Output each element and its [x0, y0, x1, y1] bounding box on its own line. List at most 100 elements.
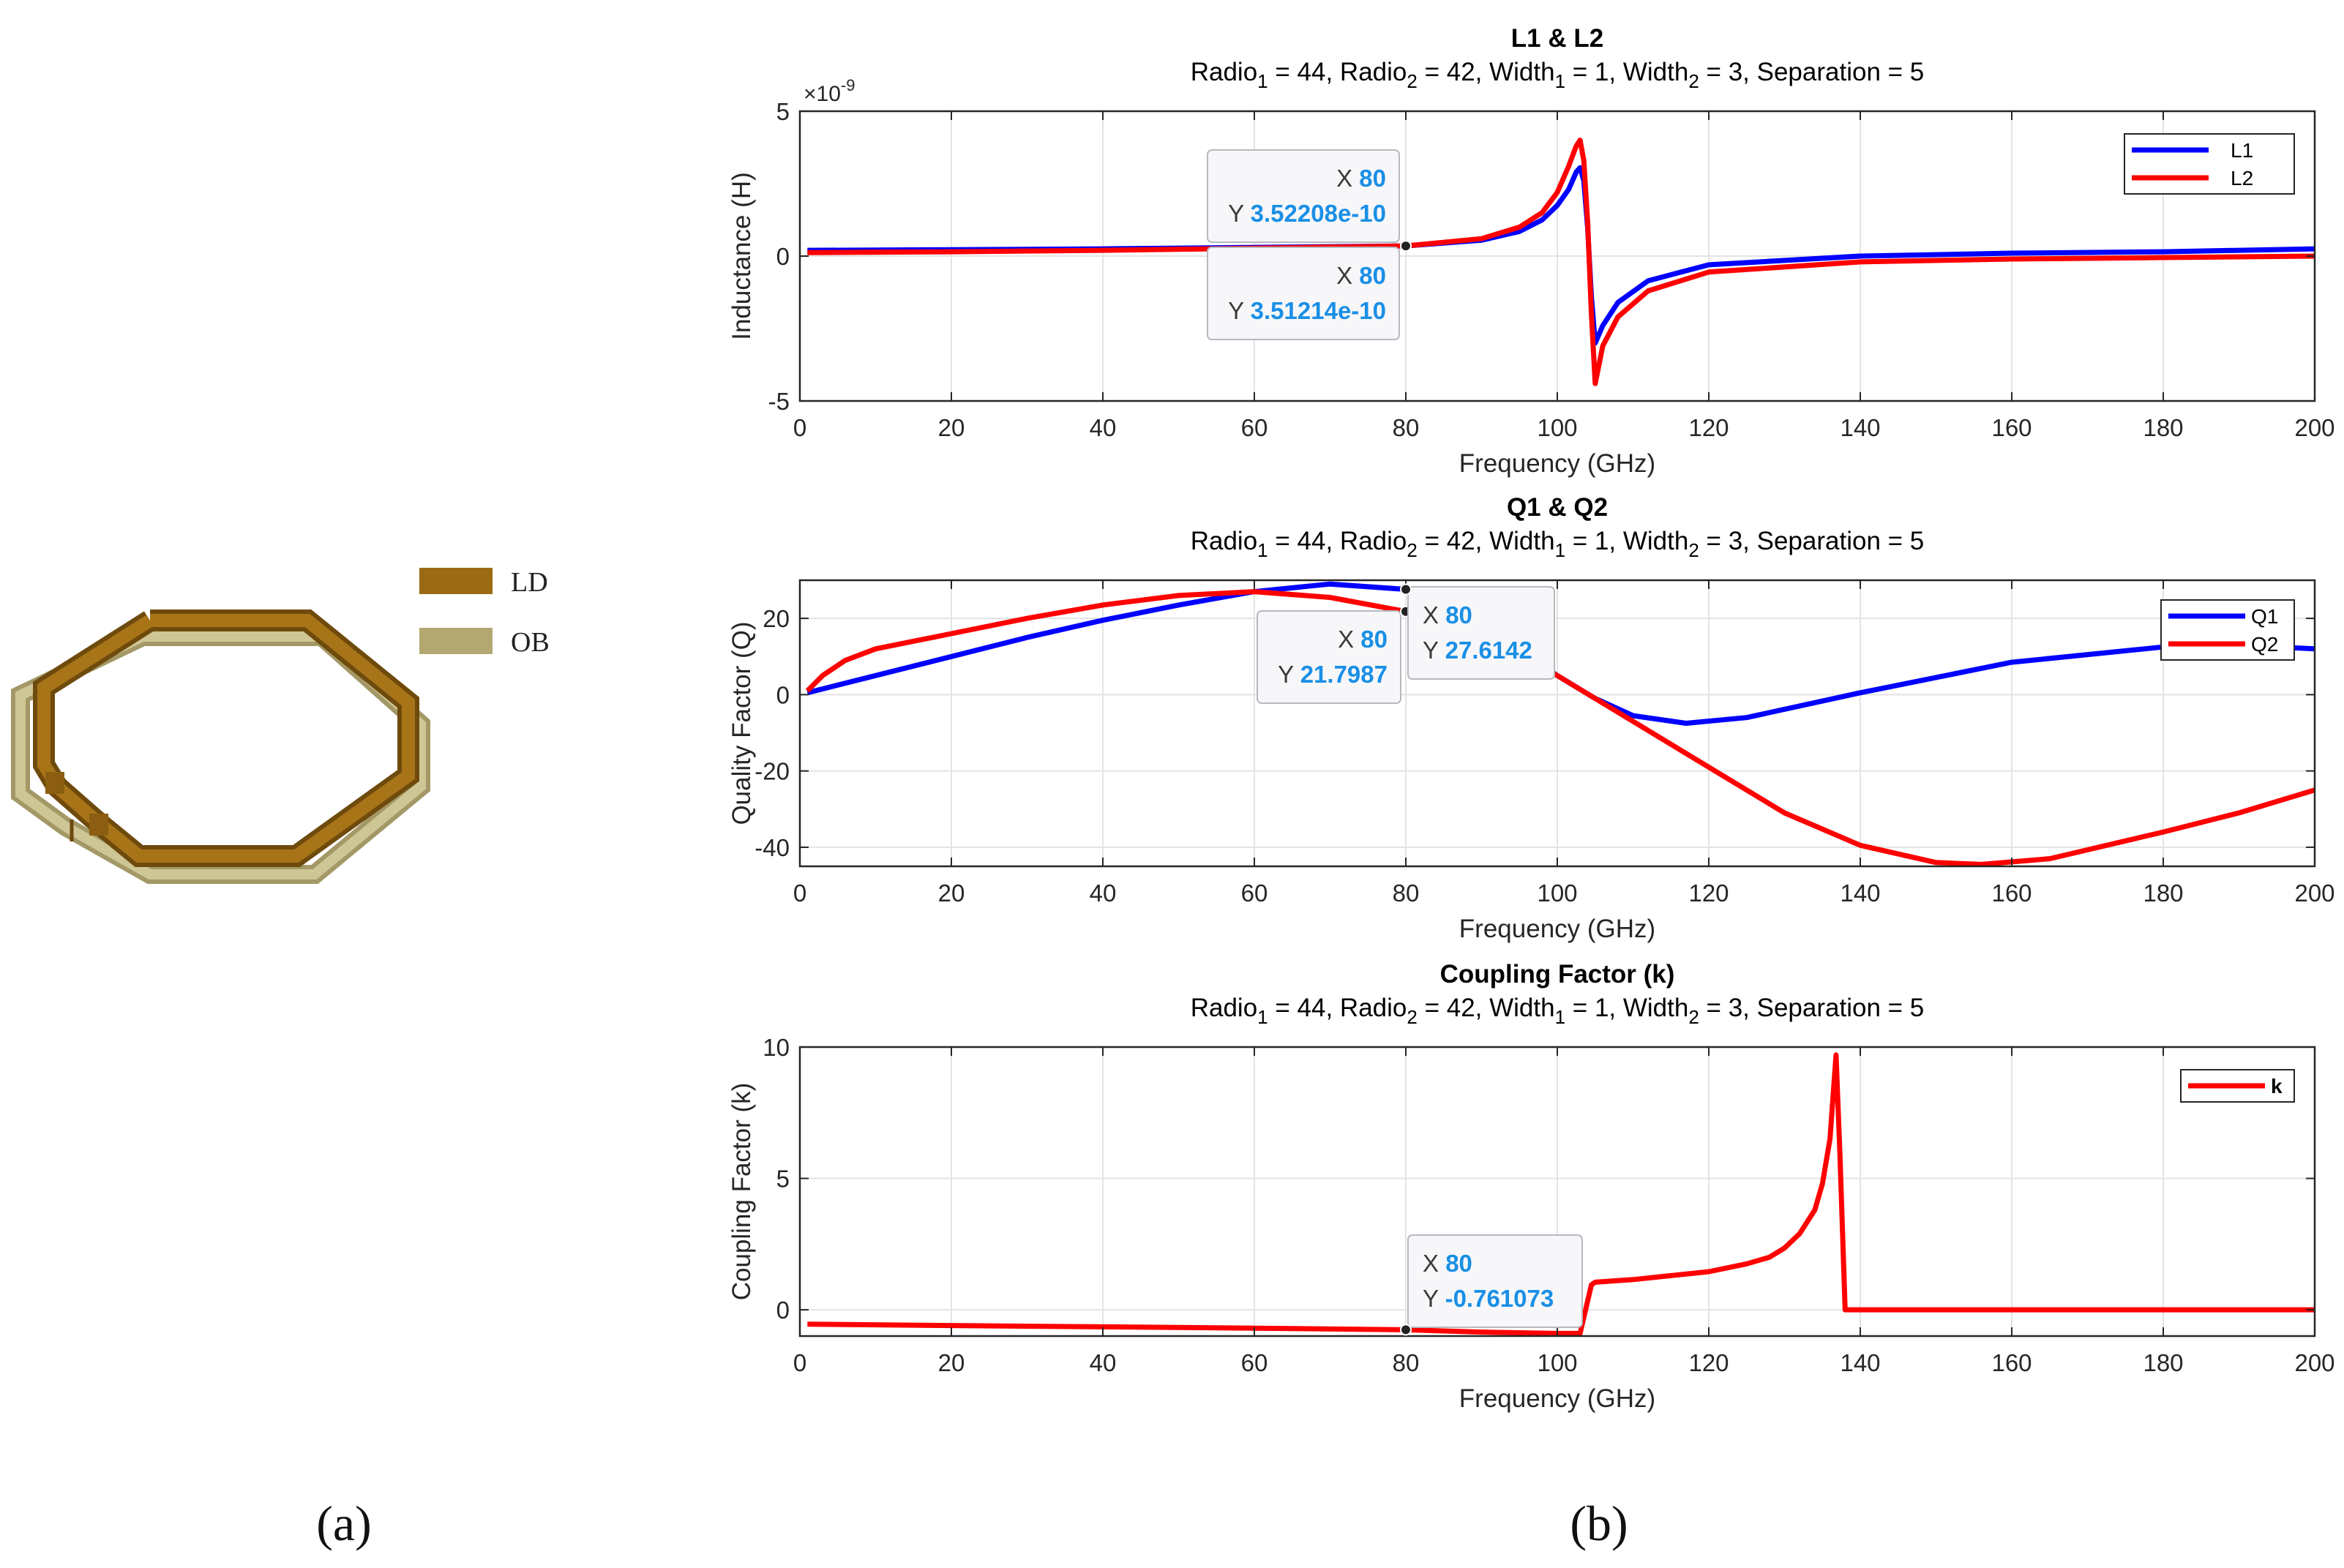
ld-swatch [419, 568, 493, 594]
x-tick-label: 200 [2294, 879, 2334, 907]
datatip[interactable]: X 80 Y 3.51214e-10 [1207, 240, 1412, 340]
x-tick-label: 120 [1688, 1349, 1729, 1376]
datatip-box [1257, 610, 1401, 704]
x-tick-label: 0 [793, 1349, 806, 1376]
y-exponent-label: ×10-9 [804, 76, 855, 106]
x-tick-label: 140 [1840, 879, 1880, 907]
x-tick-label: 120 [1688, 879, 1729, 907]
y-tick-label: 10 [763, 1034, 790, 1061]
datatip-box [1407, 1234, 1583, 1328]
ld-label: LD [511, 567, 548, 598]
legend-entry: L1 [2231, 139, 2253, 162]
x-tick-label: 40 [1090, 1349, 1117, 1376]
datatip-marker[interactable] [1400, 583, 1412, 596]
y-tick-label: 0 [776, 681, 790, 708]
x-tick-label: 60 [1241, 879, 1268, 907]
x-tick-label: 100 [1537, 1349, 1577, 1376]
y-tick-label: -20 [755, 758, 790, 785]
datatip[interactable]: X 80 Y -0.761073 [1400, 1234, 1583, 1336]
x-tick-label: 140 [1840, 1349, 1880, 1376]
chart-title: L1 & L2 [1511, 24, 1603, 53]
x-tick-label: 80 [1393, 1349, 1420, 1376]
y-axis-label: Inductance (H) [727, 172, 756, 340]
y-tick-label: -5 [768, 388, 790, 415]
coupling-factor-chart: 0 20 40 60 80 100 120 140 160 180 200 0 5 10 Frequency… [727, 960, 2335, 1413]
y-tick-label: 5 [776, 98, 790, 125]
y-tick-label: -40 [755, 834, 790, 861]
x-tick-label: 180 [2143, 414, 2183, 441]
series-line-k [807, 1052, 2315, 1336]
x-tick-label: 60 [1241, 1349, 1268, 1376]
x-tick-label: 80 [1393, 879, 1420, 907]
datatip-box [1207, 149, 1400, 243]
datatip[interactable]: X 80 Y 21.7987 [1257, 605, 1412, 704]
datatip-y: Y 21.7987 [1278, 661, 1388, 688]
x-tick-label: 60 [1241, 414, 1268, 441]
chart-title: Coupling Factor (k) [1440, 960, 1675, 989]
datatip-x: X 80 [1336, 165, 1386, 192]
ob-swatch [419, 628, 493, 654]
x-tick-label: 80 [1393, 414, 1420, 441]
x-tick-label: 180 [2143, 1349, 2183, 1376]
x-tick-label: 140 [1840, 414, 1880, 441]
x-tick-label: 160 [1991, 1349, 2032, 1376]
legend-entry: L2 [2231, 167, 2253, 190]
inductance-chart: 0 20 40 60 80 100 120 140 160 180 200-505×10-9Freq… [727, 24, 2335, 478]
coil-illustration [10, 609, 430, 884]
datatip-box [1407, 586, 1555, 680]
chart-title: Q1 & Q2 [1507, 493, 1608, 522]
datatip-x: X 80 [1423, 601, 1472, 629]
x-tick-label: 200 [2294, 1349, 2334, 1376]
y-axis-label: Quality Factor (Q) [727, 621, 756, 825]
x-axis-label: Frequency (GHz) [1459, 1384, 1655, 1413]
panel-label-a: (a) [316, 1496, 371, 1551]
datatip-y: Y 3.51214e-10 [1228, 297, 1386, 324]
x-tick-label: 180 [2143, 879, 2183, 907]
y-tick-label: 20 [763, 605, 790, 632]
x-tick-label: 160 [1991, 414, 2032, 441]
x-tick-label: 160 [1991, 879, 2032, 907]
datatip-box [1207, 247, 1400, 340]
x-tick-label: 200 [2294, 414, 2334, 441]
datatip-y: Y -0.761073 [1423, 1285, 1554, 1312]
y-axis-label: Coupling Factor (k) [727, 1083, 756, 1301]
x-tick-label: 20 [938, 879, 965, 907]
x-tick-label: 20 [938, 414, 965, 441]
series-line-l2 [807, 138, 2315, 386]
x-tick-label: 0 [793, 414, 806, 441]
x-tick-label: 120 [1688, 414, 1729, 441]
legend: k [2180, 1069, 2295, 1103]
chart-subtitle: Radio1 = 44, Radio2 = 42, Width1 = 1, Wi… [1191, 994, 1925, 1028]
x-tick-label: 40 [1090, 414, 1117, 441]
legend-box [2160, 599, 2295, 661]
panel-label-b: (b) [1570, 1496, 1628, 1551]
datatip-marker[interactable] [1400, 1324, 1412, 1336]
y-tick-label: 0 [776, 1297, 790, 1324]
x-axis-label: Frequency (GHz) [1459, 449, 1655, 478]
datatip[interactable]: X 80 Y 27.6142 [1400, 583, 1555, 680]
datatip-x: X 80 [1423, 1250, 1472, 1277]
ob-label: OB [511, 627, 550, 658]
chart-subtitle: Radio1 = 44, Radio2 = 42, Width1 = 1, Wi… [1191, 527, 1925, 561]
datatip-marker[interactable] [1400, 240, 1412, 252]
quality-factor-chart: 0 20 40 60 80 100 120 140 160 180 200 -40 -20 0 20 Freq… [727, 493, 2335, 943]
legend-entry: k [2271, 1075, 2283, 1098]
x-tick-label: 0 [793, 879, 806, 907]
ld-coil [33, 609, 419, 867]
coil-legend: LD OB [419, 567, 550, 658]
x-tick-label: 40 [1090, 879, 1117, 907]
datatip-x: X 80 [1338, 626, 1388, 653]
y-tick-label: 0 [776, 243, 790, 270]
legend-box [2124, 133, 2295, 195]
x-tick-label: 20 [938, 1349, 965, 1376]
x-tick-label: 100 [1537, 879, 1577, 907]
x-axis-label: Frequency (GHz) [1459, 915, 1655, 943]
datatip-y: Y 3.52208e-10 [1228, 200, 1386, 227]
datatip-y: Y 27.6142 [1423, 637, 1532, 664]
x-tick-label: 100 [1537, 414, 1577, 441]
datatip[interactable]: X 80 Y 3.52208e-10 [1207, 149, 1412, 252]
datatip-x: X 80 [1336, 262, 1386, 289]
